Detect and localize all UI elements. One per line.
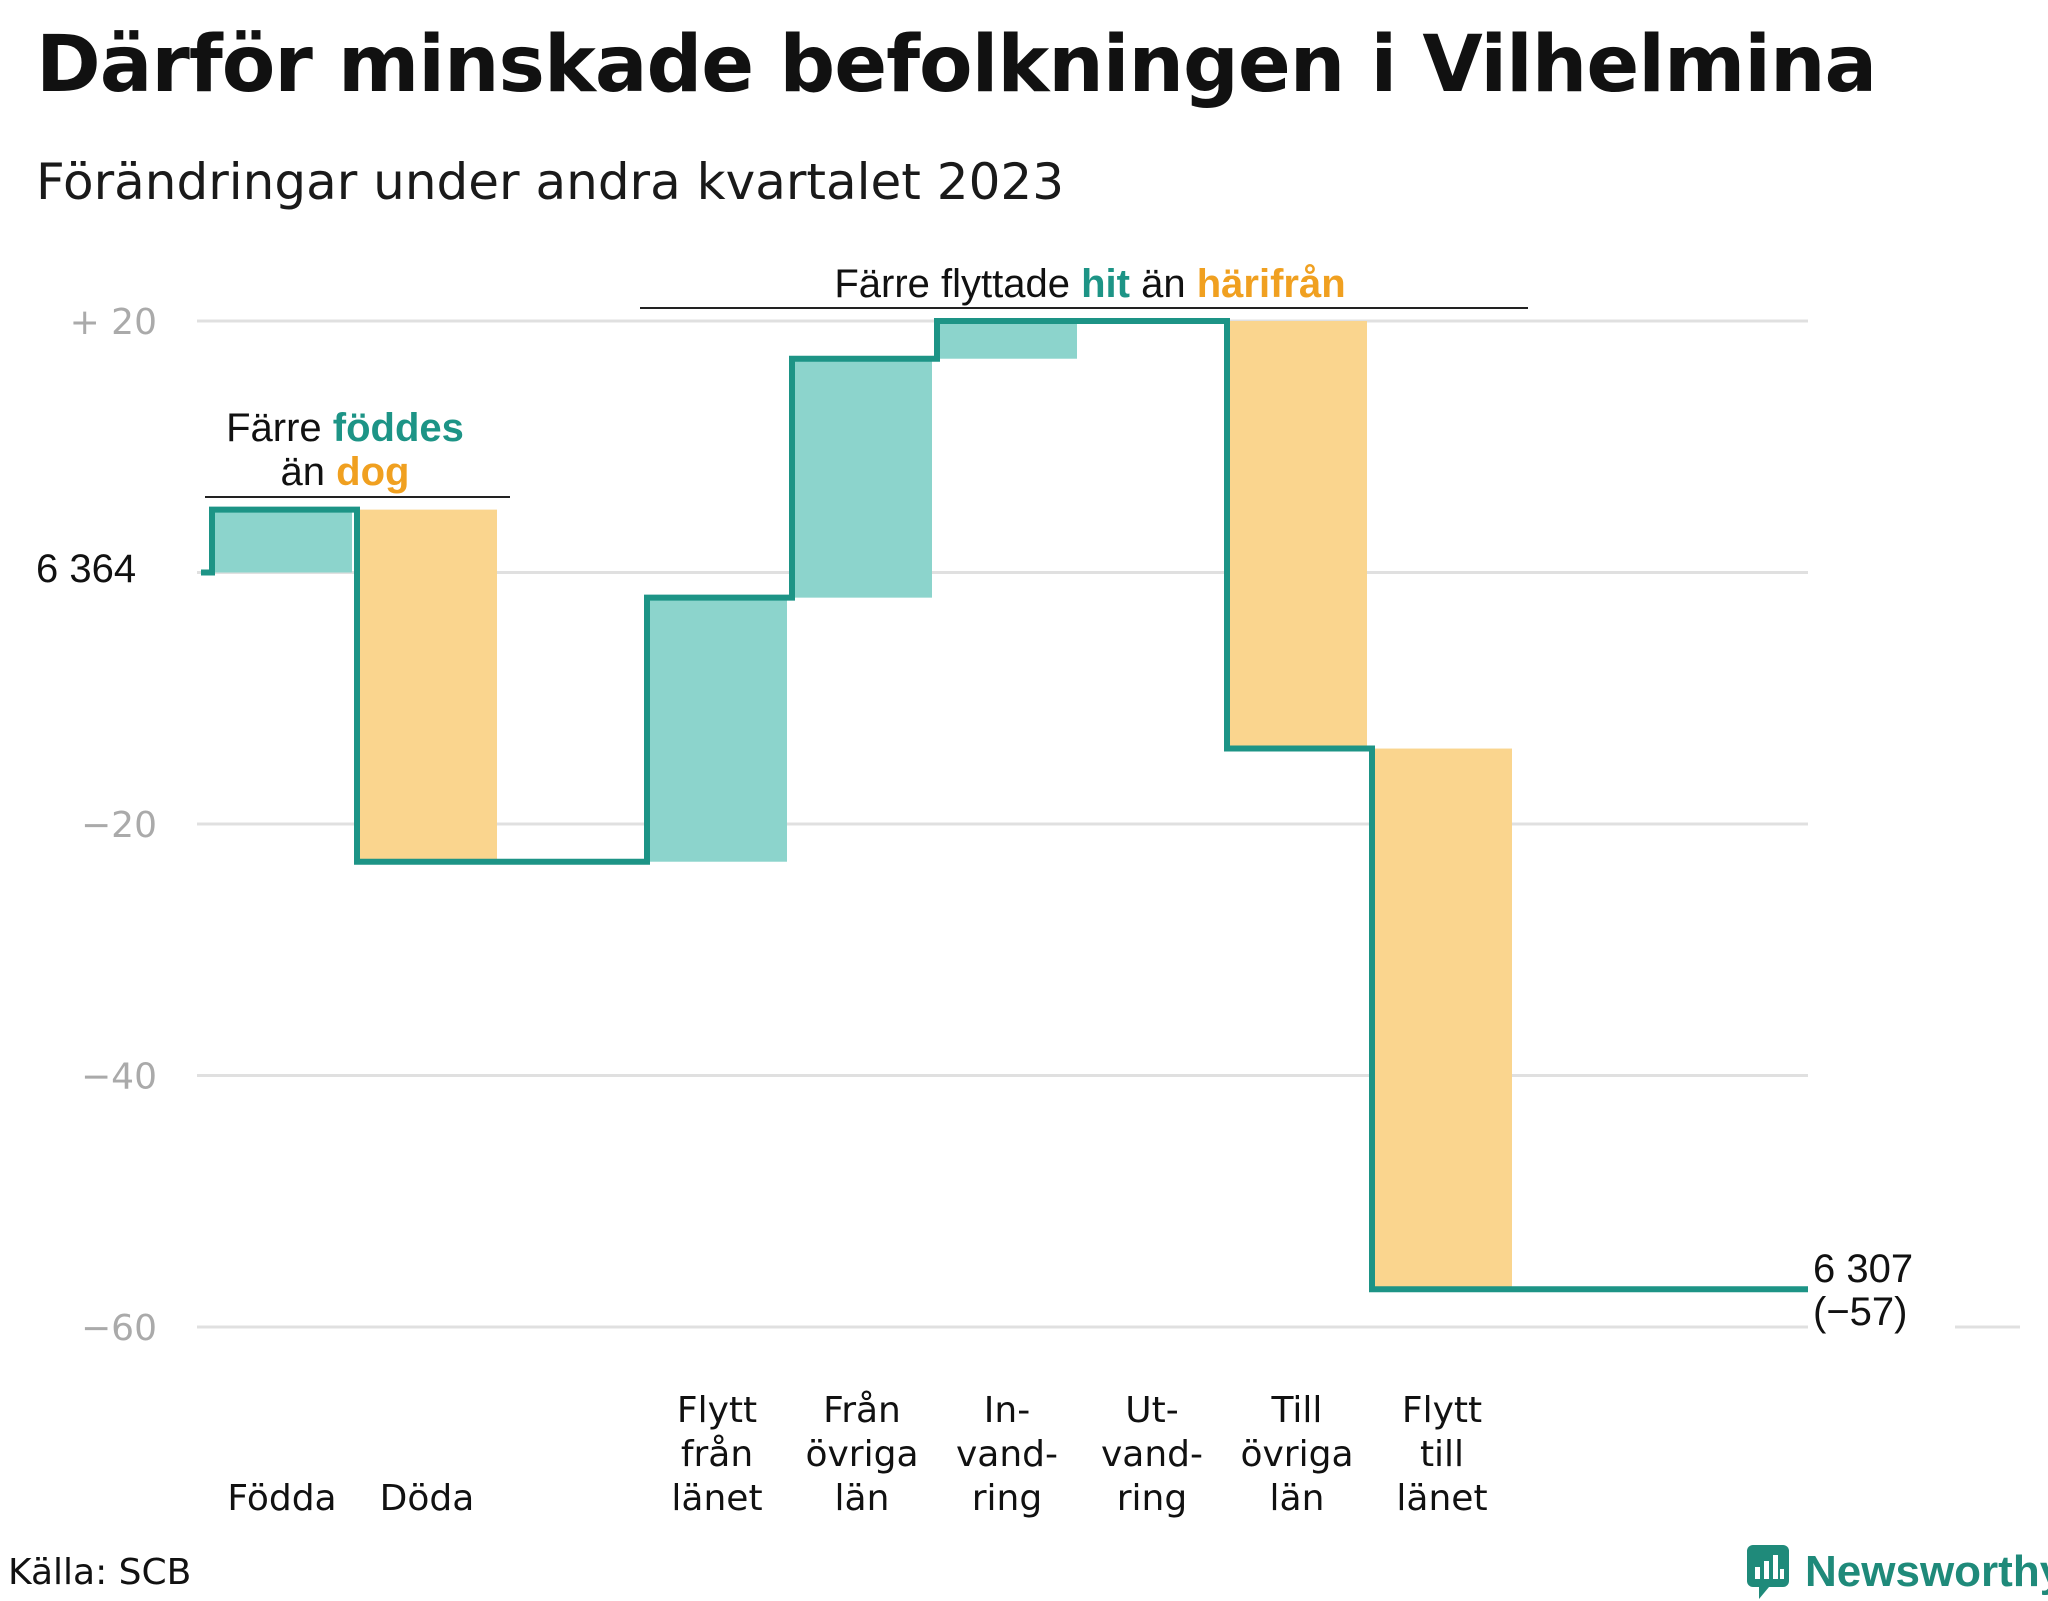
x-category-label: län (1270, 1478, 1325, 1519)
x-category-label: länet (1396, 1478, 1487, 1519)
x-category-label: ring (1117, 1478, 1187, 1519)
newsworthy-logo-icon (1747, 1545, 1789, 1599)
x-category-label: länet (671, 1478, 762, 1519)
x-category-label: ring (972, 1478, 1042, 1519)
waterfall-bar (647, 597, 787, 862)
newsworthy-logo: Newsworthy (1745, 1543, 2048, 1601)
annotation-segment: än (281, 450, 337, 494)
annotation-segment: föddes (333, 406, 464, 450)
annotation-text: Färre föddes (226, 406, 464, 450)
annotation-text: Färre flyttade hit än härifrån (834, 262, 1345, 306)
end-change-label: (−57) (1813, 1290, 1908, 1334)
annotation-segment: härifrån (1197, 262, 1346, 306)
x-category-label: till (1420, 1434, 1464, 1475)
waterfall-bar (937, 321, 1077, 359)
x-axis-labels: Födda DödaFlyttfrånlänetFrånövrigalänIn-v… (227, 1390, 1487, 1519)
y-tick-label: + 20 (70, 302, 157, 343)
annotation-segment: dog (336, 450, 409, 494)
chart-subtitle: Förändringar under andra kvartalet 2023 (36, 153, 1065, 211)
x-category-label: vand- (1101, 1434, 1203, 1475)
x-category-label: län (835, 1478, 890, 1519)
y-tick-label: −40 (81, 1057, 157, 1098)
x-category-label: In- (984, 1390, 1030, 1431)
waterfall-bar (1227, 321, 1367, 749)
x-category-label: Flytt (677, 1390, 757, 1431)
x-category-label: Ut- (1125, 1390, 1178, 1431)
x-category-label: Födda (227, 1478, 336, 1519)
x-category-label: Döda (380, 1478, 475, 1519)
start-value-label: 6 364 (36, 547, 136, 591)
annotation-segment: Färre (226, 406, 333, 450)
annotation-text: än dog (281, 450, 410, 494)
x-category-label: Flytt (1402, 1390, 1482, 1431)
annotation-segment: Färre flyttade (834, 262, 1081, 306)
source-note: Källa: SCB (8, 1552, 192, 1593)
y-tick-label: −60 (81, 1308, 157, 1349)
cumulative-step-line (201, 318, 1808, 1293)
x-category-label: Från (823, 1390, 901, 1431)
brand-name: Newsworthy (1805, 1547, 2048, 1596)
end-value-label: 6 307 (1813, 1247, 1913, 1291)
waterfall-bar (212, 509, 352, 573)
x-category-label: vand- (956, 1434, 1058, 1475)
x-category-label: övriga (805, 1434, 918, 1475)
x-category-label: övriga (1240, 1434, 1353, 1475)
annotation-segment: än (1130, 262, 1197, 306)
waterfall-bar (792, 358, 932, 598)
chart-title: Därför minskade befolkningen i Vilhelmin… (36, 20, 1877, 110)
annotation-segment: hit (1081, 262, 1130, 306)
y-tick-label: −20 (81, 805, 157, 846)
waterfall-bar (1372, 748, 1512, 1290)
waterfall-bar (357, 509, 497, 862)
y-axis-ticks: + 20 −20 −40 −60 (70, 302, 157, 1349)
x-category-label: från (681, 1434, 753, 1475)
bars (212, 321, 1512, 1290)
x-category-label: Till (1271, 1390, 1323, 1431)
